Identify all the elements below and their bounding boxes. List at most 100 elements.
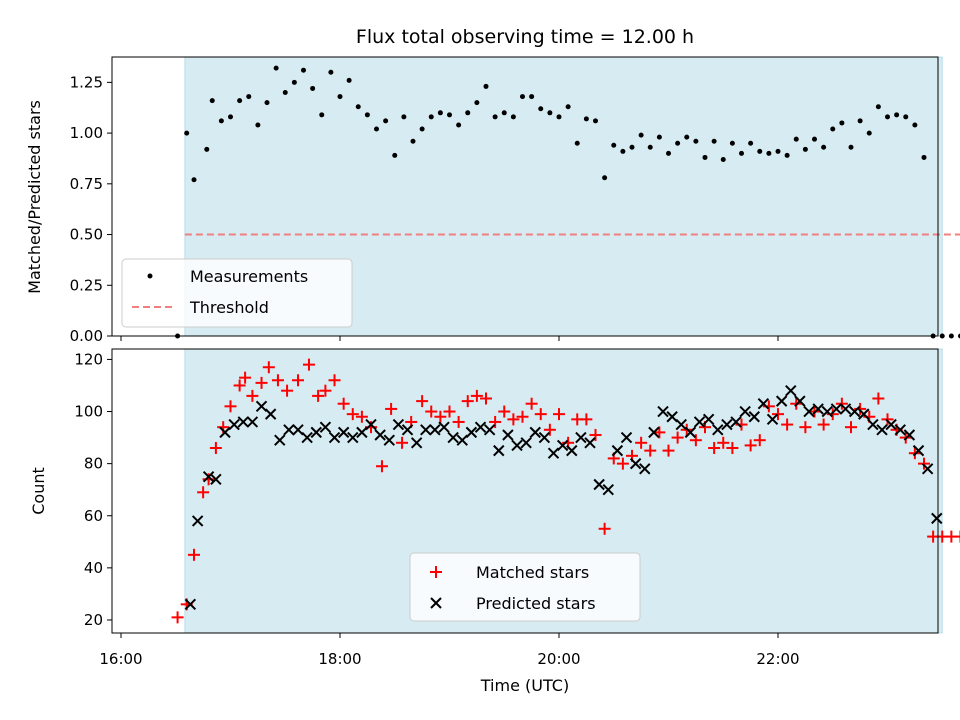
legend-predicted-marker <box>430 597 442 609</box>
predicted-star-point <box>219 426 231 439</box>
matched-star-point <box>171 611 184 624</box>
measurement-point <box>355 104 361 110</box>
marker-stroke <box>337 426 350 439</box>
measurement-point <box>538 106 544 112</box>
marker-stroke <box>903 429 916 441</box>
y-tick-label: 0.75 <box>70 175 103 193</box>
matched-star-point <box>516 410 529 423</box>
predicted-star-point <box>274 434 286 446</box>
matched-star-point <box>918 457 930 470</box>
marker-stroke <box>839 403 852 415</box>
predicted-star-point <box>438 421 450 433</box>
predicted-star-point <box>657 405 669 418</box>
marker-stroke <box>721 418 733 431</box>
matched-star-point <box>598 522 611 535</box>
predicted-star-point <box>757 398 770 410</box>
measurement-point <box>319 112 325 118</box>
measurement-point <box>364 112 370 118</box>
predicted-star-point <box>593 478 605 491</box>
marker-stroke <box>830 403 843 415</box>
y-tick-label: 20 <box>84 611 103 629</box>
bottom-y-axis: 20 40 60 80 100 120 <box>74 350 112 629</box>
measurement-point <box>675 140 681 146</box>
marker-stroke <box>876 424 888 436</box>
predicted-star-point <box>410 437 423 449</box>
marker-stroke <box>465 426 478 439</box>
matched-star-point <box>881 413 894 426</box>
predicted-star-point <box>511 439 523 452</box>
predicted-star-point <box>310 426 322 439</box>
y-tick-label: 120 <box>74 350 103 368</box>
measurement-point <box>684 134 690 140</box>
marker-stroke <box>620 431 633 444</box>
predicted-star-point <box>292 424 304 436</box>
marker-stroke <box>885 418 897 431</box>
measurement-point <box>766 150 772 156</box>
y-tick-label: 100 <box>74 403 103 421</box>
bottom-y-axis-label: Count <box>29 467 48 515</box>
predicted-star-point <box>575 431 587 444</box>
marker-stroke <box>493 444 505 457</box>
predicted-star-point <box>337 426 350 439</box>
measurement-point <box>939 333 945 339</box>
marker-stroke <box>283 424 295 436</box>
matched-star-point <box>233 379 246 392</box>
marker-stroke <box>803 405 815 418</box>
measurement-point <box>666 150 671 156</box>
measurement-point <box>529 94 535 100</box>
matched-star-point <box>281 384 294 397</box>
marker-stroke <box>693 416 706 428</box>
marker-stroke <box>264 408 277 420</box>
measurement-point <box>629 144 635 150</box>
predicted-star-point <box>611 444 624 457</box>
predicted-star-point <box>538 431 551 444</box>
measurement-point <box>729 140 735 146</box>
measurement-point <box>264 100 270 106</box>
marker-stroke <box>328 431 341 444</box>
measurement-point <box>301 67 306 73</box>
measurement-point <box>574 140 580 146</box>
predicted-star-point <box>520 437 532 449</box>
matched-star-point <box>262 361 275 374</box>
chart-title: Flux total observing time = 12.00 h <box>356 26 694 48</box>
measurement-point <box>501 110 507 116</box>
measurement-point <box>510 114 516 120</box>
marker-stroke <box>202 470 215 483</box>
matched-star-point <box>337 397 350 410</box>
legend-predicted-label: Predicted stars <box>476 594 596 613</box>
matched-star-point <box>292 374 305 387</box>
measurement-point <box>921 154 927 160</box>
marker-stroke <box>447 431 459 444</box>
matched-star-point <box>255 376 268 389</box>
y-tick-label: 0.50 <box>70 226 103 244</box>
measurement-point <box>903 114 909 120</box>
marker-stroke <box>547 447 560 459</box>
measurement-point <box>711 138 717 144</box>
matched-star-point <box>425 405 438 418</box>
marker-stroke <box>529 426 541 439</box>
matched-star-point <box>452 415 465 428</box>
marker-stroke <box>794 395 806 407</box>
measurement-point <box>602 175 608 181</box>
marker-stroke <box>310 426 322 439</box>
measurement-point <box>209 98 215 104</box>
matched-star-point <box>197 486 210 499</box>
measurement-point <box>857 118 863 124</box>
matched-star-point <box>319 384 332 397</box>
marker-stroke <box>894 424 906 436</box>
predicted-star-point <box>228 418 240 431</box>
measurement-point <box>848 144 854 150</box>
predicted-star-point <box>894 424 906 436</box>
predicted-star-point <box>629 457 642 470</box>
matched-star-point <box>845 421 857 434</box>
matched-star-point <box>434 410 447 423</box>
predicted-star-point <box>830 403 843 415</box>
predicted-star-point <box>328 431 341 444</box>
marker-stroke <box>538 431 551 444</box>
marker-stroke <box>629 457 642 470</box>
predicted-star-point <box>803 405 815 418</box>
x-tick-label: 18:00 <box>318 650 361 668</box>
matched-star-point <box>753 434 766 447</box>
marker-stroke <box>237 416 249 428</box>
